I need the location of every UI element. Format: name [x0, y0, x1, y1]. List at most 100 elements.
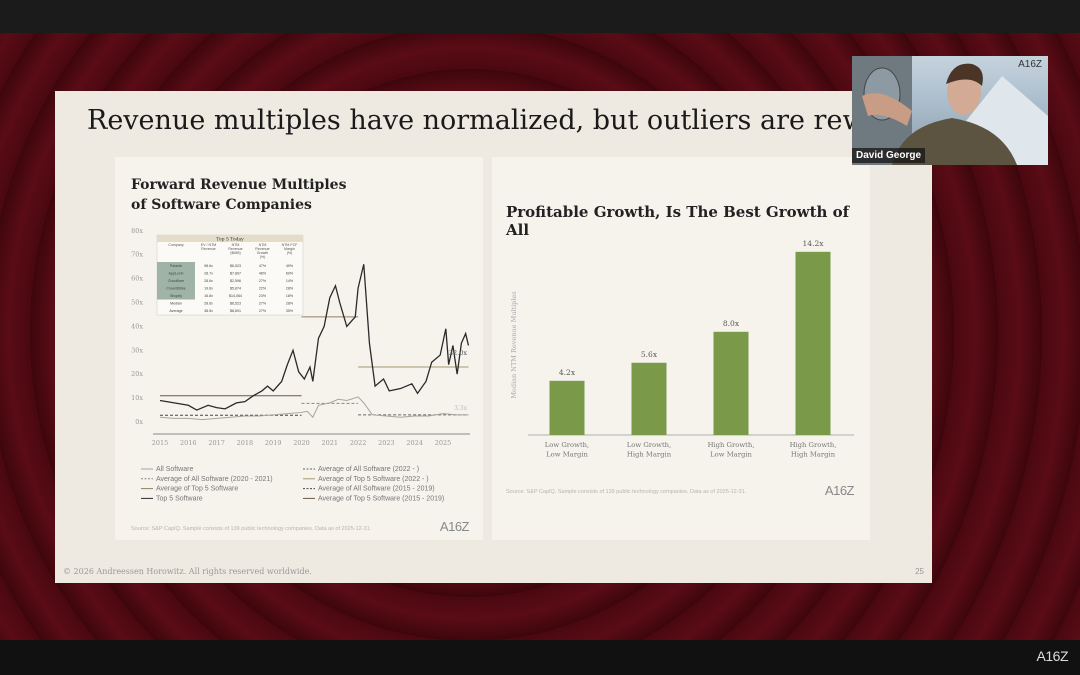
y-tick-label: 60x: [131, 275, 143, 283]
y-tick-label: 30x: [131, 346, 143, 354]
category-label: Low Margin: [546, 451, 588, 459]
category-label: High Growth,: [708, 441, 755, 449]
inset-table-cell: Cloudflare: [168, 279, 184, 283]
legend-item: Top 5 Software: [156, 495, 203, 502]
legend-item: All Software: [156, 466, 193, 473]
inset-table-cell: 28.6x: [204, 279, 213, 283]
x-tick-label: 2019: [265, 439, 282, 447]
y-tick-label: 70x: [131, 251, 143, 259]
a16z-logo: A16Z: [824, 483, 855, 498]
inset-table-cell: $14,064: [229, 294, 242, 298]
inset-table-cell: 22%: [259, 287, 267, 291]
forward-multiples-chart-card: Forward Revenue Multiples of Software Co…: [115, 157, 483, 540]
bar-4: [795, 251, 831, 435]
a16z-logo: A16Z: [1018, 59, 1042, 70]
x-tick-label: 2023: [378, 439, 395, 447]
inset-table-cell: 28%: [286, 287, 294, 291]
inset-table-cell: 69%: [286, 272, 294, 276]
source-note: Source: S&P CapIQ. Sample consists of 13…: [131, 526, 372, 532]
x-tick-label: 2025: [435, 439, 452, 447]
a16z-logo: A16Z: [1036, 648, 1069, 664]
inset-table-cell: 19.6x: [204, 287, 213, 291]
bar-value-label: 4.2x: [559, 368, 576, 377]
bar-value-label: 5.6x: [641, 350, 658, 359]
x-tick-label: 2017: [208, 439, 225, 447]
bottom-bar: A16Z: [0, 640, 1080, 675]
category-label: Low Growth,: [545, 441, 589, 449]
bar-3: [713, 331, 749, 435]
inset-table-cell: $7,897: [230, 272, 241, 276]
a16z-logo: A16Z: [439, 519, 470, 534]
last-value-label: 32.0x: [449, 349, 467, 357]
inset-table-cell: 98.6x: [204, 264, 213, 268]
x-tick-label: 2020: [293, 439, 310, 447]
chart-title: Forward Revenue Multiples of Software Co…: [131, 175, 346, 215]
hand-shape: [862, 93, 912, 126]
inset-table-cell: $8,691: [230, 309, 241, 313]
category-label: High Margin: [627, 451, 672, 459]
inset-table-title: Top 5 Today: [216, 236, 244, 242]
presenter-video[interactable]: A16Z David George: [852, 56, 1048, 165]
hair-shape: [946, 63, 983, 86]
bar-2: [631, 362, 667, 435]
inset-table-cell: CrowdStrike: [166, 287, 186, 291]
inset-table-cell: 16.8x: [204, 294, 213, 298]
inset-table-header: EV / NTM Revenue: [201, 243, 217, 251]
forward-multiples-line-chart: 0x 10x 20x 30x 40x 50x 60x 70x 80x 2015 2016 2017 20…: [131, 227, 470, 502]
y-tick-label: 50x: [131, 299, 143, 307]
inset-table-cell: Palantir: [170, 264, 183, 268]
x-tick-label: 2016: [180, 439, 197, 447]
inset-table-cell: 28.6x: [204, 302, 213, 306]
y-tick-label: 10x: [131, 394, 143, 402]
inset-table-cell: 49%: [286, 264, 294, 268]
x-tick-label: 2024: [406, 439, 423, 447]
chart-title-line-2: of Software Companies: [131, 197, 312, 213]
company-cell-bg: [157, 284, 195, 292]
inset-table-cell: 23%: [259, 294, 267, 298]
copyright-footer: © 2026 Andreessen Horowitz. All rights r…: [63, 567, 312, 576]
bar-value-label: 14.2x: [803, 239, 825, 248]
bar-value-label: 8.0x: [723, 319, 740, 328]
legend-item: Average of All Software (2022 - ): [318, 466, 419, 473]
legend-item: Average of Top 5 Software (2022 - ): [318, 476, 429, 483]
company-cell-bg: [157, 292, 195, 300]
x-tick-label: 2021: [322, 439, 339, 447]
category-label: Low Margin: [710, 451, 752, 459]
inset-table-cell: 28%: [286, 302, 294, 306]
inset-table-cell: 27%: [259, 309, 267, 313]
y-tick-label: 80x: [131, 227, 143, 235]
presenter-name-label: David George: [852, 148, 926, 163]
inset-table-cell: 27%: [259, 302, 267, 306]
page-number: 25: [915, 567, 924, 576]
series-line-top-5-software: [159, 264, 470, 411]
company-cell-bg: [157, 277, 195, 285]
inset-table-header: NTM Revenue ($MM): [228, 243, 242, 255]
x-tick-label: 2018: [237, 439, 254, 447]
company-cell-bg: [157, 269, 195, 277]
x-tick-label: 2022: [350, 439, 367, 447]
inset-table-cell: Median: [170, 302, 182, 306]
category-label: Low Growth,: [627, 441, 671, 449]
legend-item: Average of All Software (2015 - 2019): [318, 486, 435, 493]
inset-table-cell: $6,523: [230, 264, 241, 268]
inset-table-cell: $5,874: [230, 287, 241, 291]
inset-table-cell: 28.7x: [204, 272, 213, 276]
source-note: Source: S&P CapIQ. Sample consists of 13…: [506, 489, 747, 495]
inset-table-cell: $6,523: [230, 302, 241, 306]
inset-table-cell: Shopify: [170, 294, 182, 298]
slide-title: Revenue multiples have normalized, but o…: [87, 105, 946, 136]
company-cell-bg: [157, 262, 195, 270]
inset-table-header: Company: [168, 243, 184, 247]
inset-table-cell: 35%: [286, 309, 294, 313]
y-tick-label: 20x: [131, 370, 143, 378]
category-label: High Growth,: [790, 441, 837, 449]
inset-table-cell: 47%: [259, 264, 267, 268]
inset-table-cell: AppLovin: [169, 272, 184, 276]
presentation-slide: Revenue multiples have normalized, but o…: [55, 91, 945, 583]
y-tick-label: 0x: [135, 418, 143, 426]
inset-table-cell: 46%: [259, 272, 267, 276]
inset-table-cell: 18%: [286, 294, 294, 298]
inset-table-cell: Average: [169, 309, 182, 313]
y-axis-label: Median NTM Revenue Multiples: [510, 291, 518, 398]
x-tick-label: 2015: [152, 439, 169, 447]
